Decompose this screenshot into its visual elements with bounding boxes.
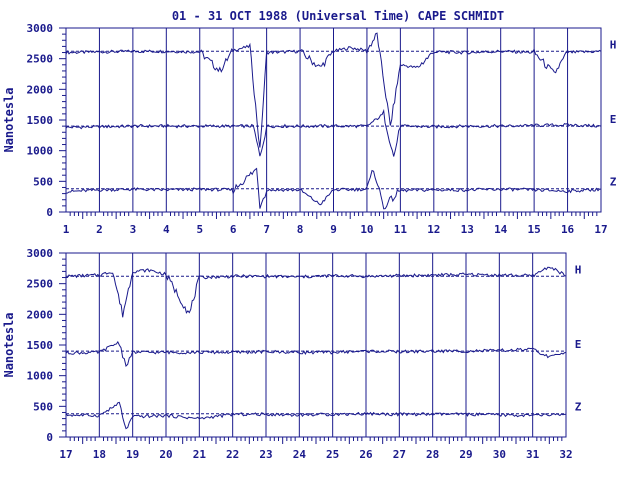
y-tick-label: 0 [46,431,53,444]
series-line-e [65,340,567,367]
x-tick-label: 4 [163,223,170,236]
x-tick-label: 16 [561,223,575,236]
y-tick-label: 500 [33,175,53,188]
x-tick-label: 27 [393,448,406,461]
y-tick-label: 1000 [27,145,54,158]
x-tick-label: 22 [226,448,239,461]
x-tick-label: 1 [63,223,70,236]
x-tick-label: 8 [297,223,304,236]
x-tick-label: 9 [330,223,337,236]
x-tick-label: 11 [394,223,408,236]
series-line-z [65,167,602,210]
x-tick-label: 18 [93,448,106,461]
y-tick-label: 1500 [27,339,54,352]
series-line-z [65,401,567,430]
y-tick-label: 500 [33,400,53,413]
x-tick-label: 13 [461,223,474,236]
plot-frame [65,252,567,438]
y-axis-label: Nanotesla [2,87,16,152]
y-axis-label: Nanotesla [2,312,16,377]
x-tick-label: 25 [326,448,339,461]
series-label-e: E [575,338,582,351]
y-tick-label: 2000 [27,308,54,321]
series-label-h: H [575,263,582,276]
x-tick-label: 28 [426,448,439,461]
x-tick-label: 29 [459,448,472,461]
x-tick-label: 7 [263,223,270,236]
x-tick-label: 21 [193,448,207,461]
y-tick-label: 3000 [27,22,54,35]
x-tick-label: 3 [130,223,137,236]
x-tick-label: 10 [360,223,373,236]
x-tick-label: 17 [594,223,607,236]
series-label-z: Z [610,176,617,189]
x-tick-label: 15 [528,223,541,236]
chart-title: 01 - 31 OCT 1988 (Universal Time) CAPE S… [172,9,504,23]
y-tick-label: 0 [46,206,53,219]
y-tick-label: 2000 [27,83,54,96]
series-line-h [66,266,567,318]
x-tick-label: 6 [230,223,237,236]
x-tick-label: 30 [493,448,506,461]
series-line-e [65,108,602,157]
x-tick-label: 32 [559,448,572,461]
bottom-panel: 17 18 19 20 21 22 23 24 25 26 27 28 29 30 31 32 0 500 1000… [2,247,582,461]
series-label-h: H [610,38,617,51]
x-tick-label: 31 [526,448,540,461]
x-tick-label: 23 [259,448,272,461]
x-tick-label: 24 [293,448,307,461]
y-tick-label: 3000 [27,247,54,260]
x-tick-label: 17 [59,448,72,461]
x-tick-label: 5 [196,223,203,236]
series-label-e: E [610,113,617,126]
top-panel: 1 2 3 4 5 6 7 8 9 10 11 12 13 14 15 16 17050010001500200… [2,22,617,236]
y-tick-label: 2500 [27,278,54,291]
y-tick-label: 1000 [27,370,54,383]
y-tick-label: 1500 [27,114,54,127]
x-tick-label: 20 [159,448,172,461]
x-tick-label: 14 [494,223,508,236]
x-tick-label: 2 [96,223,103,236]
y-tick-label: 2500 [27,53,54,66]
x-tick-label: 12 [427,223,440,236]
x-tick-label: 19 [126,448,139,461]
x-tick-label: 26 [359,448,373,461]
series-line-h [65,32,602,148]
series-label-z: Z [575,401,582,414]
